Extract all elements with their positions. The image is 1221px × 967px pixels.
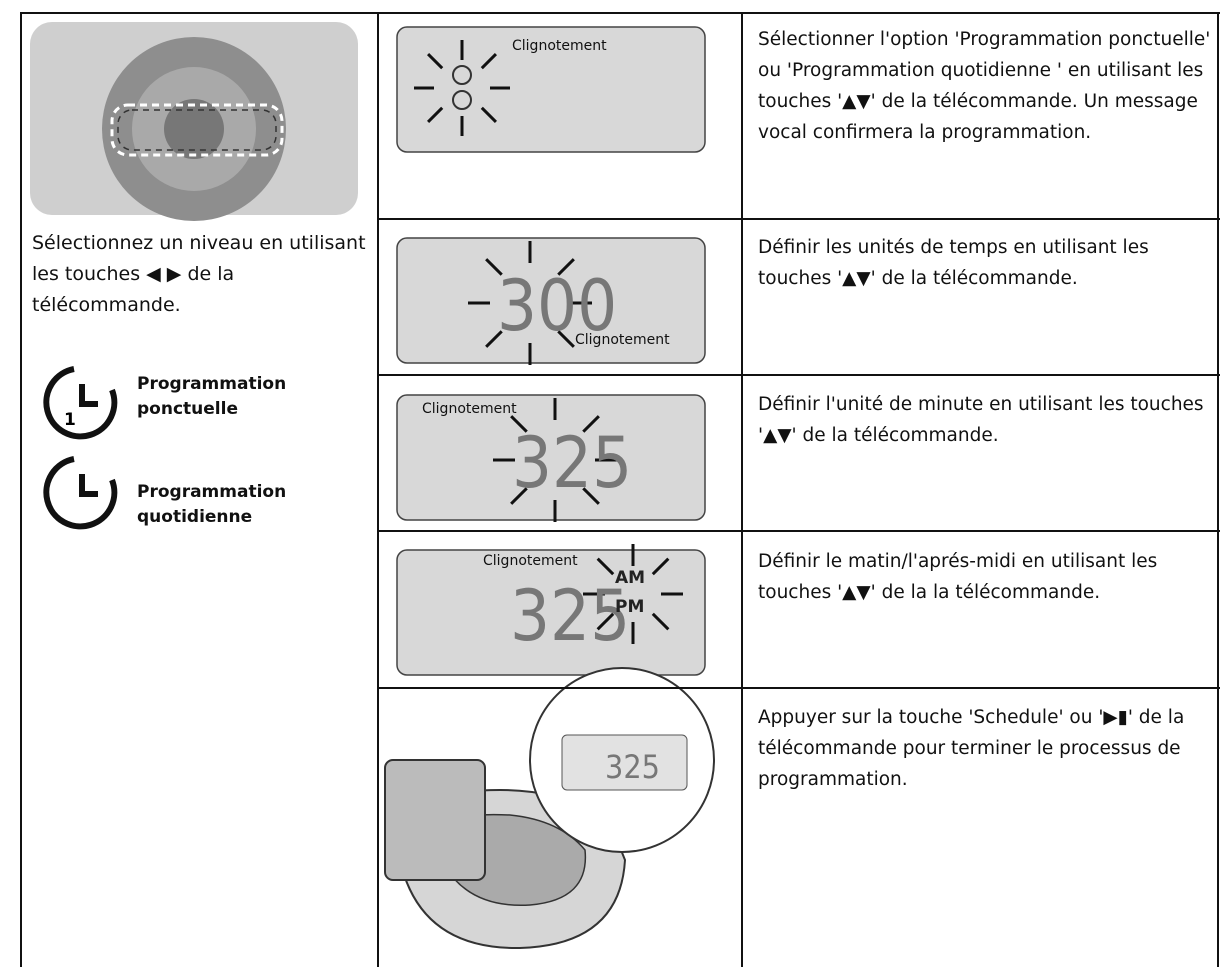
blink-ray (557, 258, 575, 276)
blink-ray (582, 487, 600, 505)
blink-ray (485, 258, 503, 276)
lcd-am: AM (615, 568, 645, 588)
table-border (20, 12, 1220, 14)
option-icon (79, 384, 98, 407)
option-icon (43, 456, 118, 530)
blink-label: Clignotement (575, 332, 670, 348)
blink-ray (426, 52, 444, 70)
option-badge: 1 (64, 410, 76, 430)
blink-label: Clignotement (512, 38, 607, 54)
blink-ray (510, 487, 528, 505)
lcd-digits: 300 (497, 265, 617, 347)
option-icon (43, 366, 118, 440)
instruction: Définir l'unité de minute en utilisant l… (758, 394, 1204, 446)
lcd (396, 237, 706, 364)
instruction: Définir le matin/l'aprés-midi en utilisa… (758, 551, 1158, 603)
blink-ray (596, 612, 615, 631)
option-icon (79, 474, 98, 497)
blink-ray (651, 557, 670, 576)
option-label: Programmation ponctuelle (137, 374, 287, 419)
clock (452, 65, 472, 85)
row-border (377, 687, 1220, 689)
table-border (1217, 12, 1219, 967)
lcd-digits: 325 (512, 422, 632, 504)
lcd (561, 734, 688, 791)
blink-ray (426, 106, 444, 124)
blink-ray (651, 612, 670, 631)
blink-ray (582, 415, 600, 433)
table-border (377, 12, 379, 967)
blink-ray (510, 415, 528, 433)
blink-ray (480, 52, 498, 70)
remote-pad (164, 99, 224, 159)
row-border (377, 530, 1220, 532)
lcd-pm: PM (615, 597, 644, 617)
blink-ray (480, 106, 498, 124)
lcd-digits: 325 (605, 748, 660, 786)
lcd (396, 26, 706, 153)
row-border (377, 374, 1220, 376)
table-border (741, 12, 743, 967)
blink-ray (557, 330, 575, 348)
blink-ray (485, 330, 503, 348)
lcd (396, 549, 706, 676)
blink-label: Clignotement (422, 401, 517, 417)
clock (452, 90, 472, 110)
table-border (20, 12, 22, 967)
lcd (396, 394, 706, 521)
instruction: Définir les unités de temps en utilisant… (758, 237, 1149, 289)
instruction: Sélectionner l'option 'Programmation pon… (758, 29, 1211, 143)
option-label: Programmation quotidienne (137, 482, 287, 527)
blink-label: Clignotement (483, 553, 578, 569)
caption: Sélectionnez un niveau en utilisant les … (32, 232, 366, 316)
dock (384, 759, 486, 881)
instruction: Appuyer sur la touche 'Schedule' ou '▶▮'… (758, 707, 1185, 790)
blink-ray (596, 557, 615, 576)
remote-highlight (117, 109, 277, 151)
lcd-digits: 325 (510, 575, 630, 657)
row-border (377, 218, 1220, 220)
remote-highlight (110, 103, 284, 157)
